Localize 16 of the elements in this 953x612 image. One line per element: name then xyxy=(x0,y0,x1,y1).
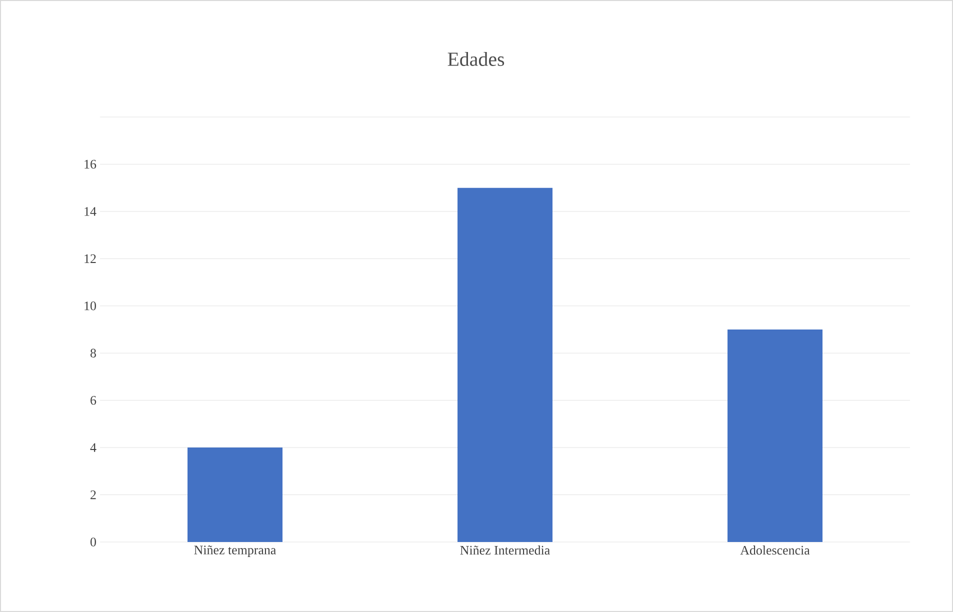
y-tick-label: 4 xyxy=(90,443,96,452)
y-tick-label: 10 xyxy=(84,302,96,310)
y-tick-label: 2 xyxy=(90,490,96,500)
chart-title: Edades xyxy=(448,52,504,66)
y-tick-label: 12 xyxy=(84,254,96,263)
x-tick-label: Niñez temprana xyxy=(194,546,276,557)
x-tick-label: Niñez Intermedia xyxy=(460,546,550,555)
y-tick-label: 0 xyxy=(90,538,96,546)
y-tick-label: 6 xyxy=(90,396,96,405)
bar xyxy=(188,448,283,542)
y-tick-label: 14 xyxy=(84,207,96,216)
bar xyxy=(728,329,823,542)
y-tick-label: 8 xyxy=(90,348,96,358)
x-tick-label: Adolescencia xyxy=(740,546,810,555)
y-tick-label: 16 xyxy=(84,160,96,169)
bar xyxy=(458,188,553,542)
